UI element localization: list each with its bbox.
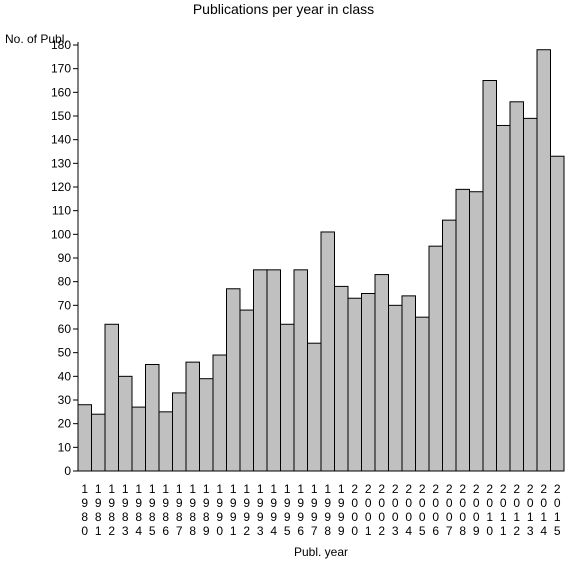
- y-tick-label: 60: [58, 322, 72, 336]
- y-tick-label: 170: [51, 62, 71, 76]
- bar-1984: [131, 406, 146, 472]
- bar-1983: [118, 375, 133, 472]
- y-tick-label: 160: [51, 85, 71, 99]
- y-tick-label: 90: [58, 251, 72, 265]
- y-tick-label: 120: [51, 180, 71, 194]
- y-tick-label: 50: [58, 346, 72, 360]
- bars-group: [77, 49, 565, 472]
- x-axis: 1 9 8 0 1 9 8 1 1 9 8 2 1 9 8 3 1 9 8 4 1 9 8 5 1 9 8 6 1 9 8 7 1 9 8 8 1 9 8 9…: [78, 470, 564, 538]
- bar-1995: [280, 323, 295, 472]
- bar-2014: [536, 49, 551, 472]
- y-axis: 0 10 20 30 40 50 60 70 80 90 100 110 120 130 140 150 160…: [51, 38, 79, 478]
- bar-1996: [293, 269, 308, 472]
- chart-title: Publications per year in class: [192, 1, 375, 17]
- bar-1997: [307, 342, 322, 472]
- bar-1994: [266, 269, 281, 472]
- bar-1990: [212, 354, 227, 472]
- y-tick-label: 0: [64, 464, 71, 478]
- y-tick-label: 10: [58, 440, 72, 454]
- bar-1988: [185, 361, 200, 472]
- y-tick-label: 80: [58, 275, 72, 289]
- bar-2006: [428, 245, 443, 472]
- bar-2013: [523, 117, 538, 472]
- y-tick-label: 110: [52, 204, 71, 218]
- bar-1987: [172, 392, 187, 472]
- bar-2015: [550, 155, 565, 472]
- bar-1991: [226, 288, 241, 472]
- y-tick-label: 30: [58, 393, 72, 407]
- bar-1985: [145, 364, 160, 472]
- bar-1982: [104, 323, 119, 472]
- bar-2011: [496, 124, 511, 472]
- bar-2007: [442, 219, 457, 472]
- y-tick-label: 70: [58, 298, 72, 312]
- bar-2008: [455, 188, 470, 472]
- y-tick-label: 130: [51, 156, 71, 170]
- bar-2012: [509, 101, 524, 472]
- bar-2000: [347, 297, 362, 472]
- bar-2009: [469, 191, 484, 472]
- bar-2002: [374, 274, 389, 472]
- y-tick-label: 150: [51, 109, 71, 123]
- bar-1989: [199, 378, 214, 472]
- y-tick-label: 40: [58, 369, 72, 383]
- y-tick-label: 100: [51, 227, 71, 241]
- bar-1998: [320, 231, 335, 472]
- bar-2010: [482, 80, 497, 472]
- x-axis-title: Publ. year: [293, 545, 349, 559]
- bar-1986: [158, 411, 173, 472]
- bar-1981: [91, 413, 106, 472]
- bar-1999: [334, 285, 349, 472]
- bar-1992: [239, 309, 254, 472]
- y-axis-title: No. of Publ.: [5, 32, 68, 46]
- bar-2003: [388, 304, 403, 472]
- bar-1993: [253, 269, 268, 472]
- bar-2004: [401, 295, 416, 472]
- y-tick-label: 180: [51, 38, 71, 52]
- bar-2005: [415, 316, 430, 472]
- bar-1980: [77, 404, 92, 472]
- y-tick-label: 20: [58, 417, 72, 431]
- bar-2001: [361, 293, 376, 472]
- y-tick-label: 140: [51, 133, 71, 147]
